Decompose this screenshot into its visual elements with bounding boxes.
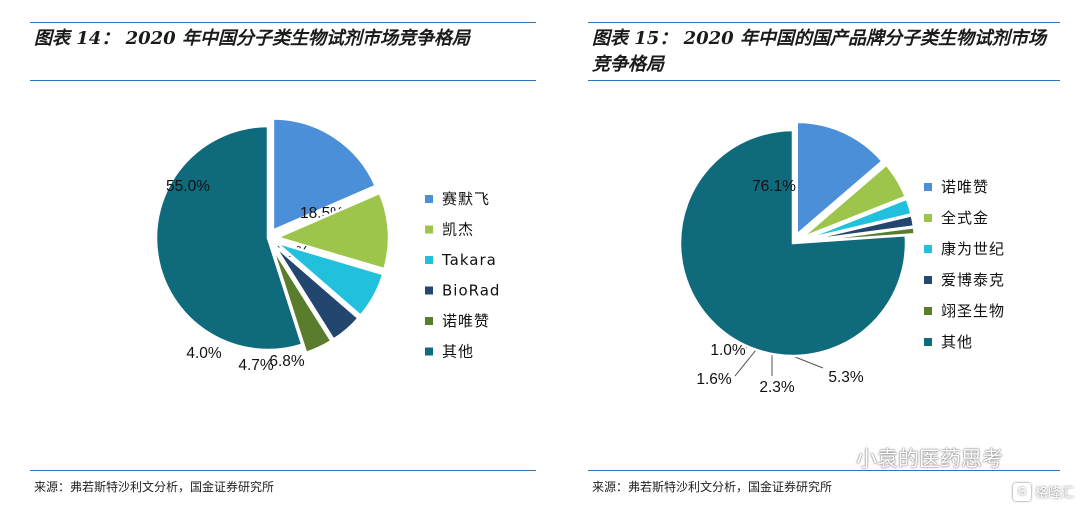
legend-swatch <box>924 183 932 191</box>
pie-slice-0 <box>271 117 378 233</box>
source-note: 来源：弗若斯特沙利文分析，国金证券研究所 <box>34 480 275 494</box>
legend-label: BioRad <box>442 282 500 300</box>
chart-title: 图表 14： 2020 年中国分子类生物试剂市场竞争格局 <box>34 28 470 49</box>
pie-chart: 18.5%11.1%6.8%4.7%4.0%55.0%赛默飞凯杰TakaraBi… <box>154 117 500 374</box>
legend-swatch <box>924 245 932 253</box>
logo: G 格隆汇 <box>1012 482 1074 501</box>
legend-swatch <box>924 276 932 284</box>
legend-label: 其他 <box>941 333 973 351</box>
slice-label: 1.0% <box>710 342 746 359</box>
pie-slice-5 <box>678 128 908 358</box>
legend-label: 爱博泰克 <box>941 271 1005 289</box>
logo-text: 格隆汇 <box>1034 486 1074 501</box>
legend-swatch <box>924 338 932 346</box>
legend-label: 全式金 <box>941 209 989 227</box>
pie-slice-4 <box>801 225 917 244</box>
pie-slice-5 <box>154 124 304 352</box>
slice-label: 2.3% <box>759 379 795 396</box>
bottom-rule <box>30 470 536 471</box>
legend-label: 其他 <box>442 343 474 361</box>
slice-label: 6.8% <box>269 353 305 370</box>
legend-label: 康为世纪 <box>941 240 1005 258</box>
legend-swatch <box>425 256 433 264</box>
slice-label: 55.0% <box>166 178 210 195</box>
legend-label: 翊圣生物 <box>941 302 1005 320</box>
legend-label: 诺唯赞 <box>941 178 989 196</box>
legend-swatch <box>425 317 433 325</box>
legend-label: 诺唯赞 <box>442 312 490 330</box>
pie-slice-4 <box>270 245 334 355</box>
wechat-icon <box>818 445 849 469</box>
pie-chart: 13.7%5.3%2.3%1.6%1.0%76.1%诺唯赞全式金康为世纪爱博泰克… <box>678 120 1005 396</box>
top-rule <box>588 22 1060 23</box>
pie-slice-1 <box>799 162 908 240</box>
watermark-text: 小袁的医药思考 <box>856 447 1003 471</box>
legend-swatch <box>924 214 932 222</box>
legend-swatch <box>425 225 433 234</box>
top-rule <box>30 22 536 23</box>
pie-slice-3 <box>272 243 361 342</box>
legend-label: Takara <box>441 251 497 269</box>
pie-slice-0 <box>795 120 885 238</box>
slice-label: 1.6% <box>696 371 732 388</box>
legend-swatch <box>425 195 433 203</box>
legend-swatch <box>924 307 932 315</box>
title-rule <box>30 80 536 81</box>
chart-title: 图表 15： 2020 年中国的国产品牌分子类生物试剂市场竞争格局 <box>592 28 1046 75</box>
source-note: 来源：弗若斯特沙利文分析，国金证券研究所 <box>592 480 833 494</box>
bottom-rule <box>588 470 1060 471</box>
title-rule <box>588 80 1060 81</box>
slice-label: 5.3% <box>828 369 864 386</box>
right-chart-panel: 图表 15： 2020 年中国的国产品牌分子类生物试剂市场竞争格局 13.7%5… <box>578 0 1060 505</box>
legend-swatch <box>425 286 433 295</box>
watermark: 小袁的医药思考 <box>818 440 1003 476</box>
left-chart-panel: 图表 14： 2020 年中国分子类生物试剂市场竞争格局 18.5%11.1%6… <box>20 0 536 505</box>
legend-swatch <box>425 347 433 356</box>
legend-label: 凯杰 <box>442 221 474 239</box>
slice-label: 76.1% <box>752 178 796 195</box>
pie-slice-2 <box>275 241 385 318</box>
slice-label: 4.7% <box>238 357 274 374</box>
pie-slice-1 <box>273 191 391 271</box>
gelonghui-logo-icon: G <box>1012 482 1031 501</box>
legend-label: 赛默飞 <box>442 190 490 208</box>
slice-label: 4.0% <box>186 345 222 362</box>
